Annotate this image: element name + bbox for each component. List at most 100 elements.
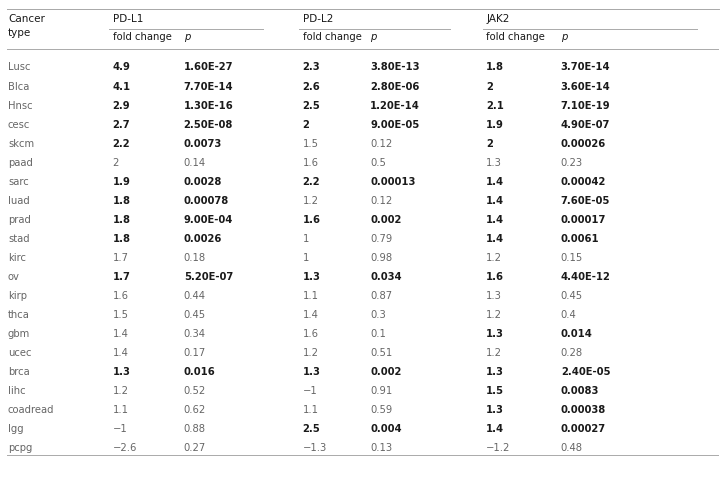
Text: 1.6: 1.6	[303, 157, 319, 167]
Text: 1.4: 1.4	[113, 348, 129, 358]
Text: 0.4: 0.4	[560, 309, 576, 319]
Text: ov: ov	[8, 272, 20, 282]
Text: 1.1: 1.1	[303, 405, 319, 414]
Text: −2.6: −2.6	[113, 442, 137, 453]
Text: Blca: Blca	[8, 81, 29, 91]
Text: 0.002: 0.002	[370, 214, 401, 225]
Text: 1.3: 1.3	[486, 405, 504, 414]
Text: 5.20E-07: 5.20E-07	[184, 272, 233, 282]
Text: 1.3: 1.3	[303, 366, 320, 377]
Text: 0.23: 0.23	[560, 157, 583, 167]
Text: 1.4: 1.4	[486, 233, 505, 243]
Text: 1.5: 1.5	[113, 309, 129, 319]
Text: 2: 2	[486, 138, 493, 149]
Text: 0.28: 0.28	[560, 348, 583, 358]
Text: 1.3: 1.3	[486, 366, 504, 377]
Text: sarc: sarc	[8, 176, 29, 186]
Text: lgg: lgg	[8, 424, 24, 434]
Text: PD-L2: PD-L2	[303, 14, 333, 24]
Text: 1.4: 1.4	[486, 214, 505, 225]
Text: 0.45: 0.45	[560, 290, 583, 301]
Text: Hnsc: Hnsc	[8, 100, 33, 110]
Text: 2.80E-06: 2.80E-06	[370, 81, 420, 91]
Text: 2.6: 2.6	[303, 81, 320, 91]
Text: 2.50E-08: 2.50E-08	[184, 120, 233, 129]
Text: 0.98: 0.98	[370, 253, 392, 262]
Text: 1.9: 1.9	[113, 176, 131, 186]
Text: 7.10E-19: 7.10E-19	[560, 100, 611, 110]
Text: 0.12: 0.12	[370, 138, 392, 149]
Text: 1.4: 1.4	[486, 196, 505, 205]
Text: coadread: coadread	[8, 405, 54, 414]
Text: 0.15: 0.15	[560, 253, 583, 262]
Text: 2.2: 2.2	[303, 176, 320, 186]
Text: 1.3: 1.3	[486, 329, 504, 338]
Text: 1.8: 1.8	[113, 214, 131, 225]
Text: Cancer: Cancer	[8, 14, 45, 24]
Text: 1.2: 1.2	[113, 386, 129, 395]
Text: 1.8: 1.8	[113, 233, 131, 243]
Text: 2.40E-05: 2.40E-05	[560, 366, 611, 377]
Text: 4.90E-07: 4.90E-07	[560, 120, 610, 129]
Text: pcpg: pcpg	[8, 442, 33, 453]
Text: 1.2: 1.2	[303, 348, 319, 358]
Text: 0.14: 0.14	[184, 157, 206, 167]
Text: 1.1: 1.1	[303, 290, 319, 301]
Text: 4.1: 4.1	[113, 81, 131, 91]
Text: 0.00017: 0.00017	[560, 214, 606, 225]
Text: 0.5: 0.5	[370, 157, 386, 167]
Text: 0.014: 0.014	[560, 329, 592, 338]
Text: 2.1: 2.1	[486, 100, 504, 110]
Text: ucec: ucec	[8, 348, 31, 358]
Text: 0.12: 0.12	[370, 196, 392, 205]
Text: 0.44: 0.44	[184, 290, 205, 301]
Text: prad: prad	[8, 214, 30, 225]
Text: 1.4: 1.4	[113, 329, 129, 338]
Text: 0.00026: 0.00026	[560, 138, 606, 149]
Text: 9.00E-05: 9.00E-05	[370, 120, 420, 129]
Text: PD-L1: PD-L1	[113, 14, 143, 24]
Text: 0.52: 0.52	[184, 386, 206, 395]
Text: 2.3: 2.3	[303, 62, 320, 72]
Text: 0.17: 0.17	[184, 348, 206, 358]
Text: 1.7: 1.7	[113, 253, 129, 262]
Text: type: type	[8, 28, 31, 38]
Text: 1.6: 1.6	[113, 290, 129, 301]
Text: 9.00E-04: 9.00E-04	[184, 214, 233, 225]
Text: 0.62: 0.62	[184, 405, 206, 414]
Text: 0.48: 0.48	[560, 442, 583, 453]
Text: 2.9: 2.9	[113, 100, 130, 110]
Text: 1.3: 1.3	[486, 157, 502, 167]
Text: 0.13: 0.13	[370, 442, 392, 453]
Text: JAK2: JAK2	[486, 14, 510, 24]
Text: −1.2: −1.2	[486, 442, 510, 453]
Text: kirc: kirc	[8, 253, 26, 262]
Text: 2.5: 2.5	[303, 424, 320, 434]
Text: stad: stad	[8, 233, 30, 243]
Text: brca: brca	[8, 366, 30, 377]
Text: 1.2: 1.2	[303, 196, 319, 205]
Text: 1.6: 1.6	[486, 272, 504, 282]
Text: fold change: fold change	[486, 32, 545, 42]
Text: 0.00027: 0.00027	[560, 424, 606, 434]
Text: 0.51: 0.51	[370, 348, 392, 358]
Text: Lusc: Lusc	[8, 62, 30, 72]
Text: 0.0083: 0.0083	[560, 386, 599, 395]
Text: 3.70E-14: 3.70E-14	[560, 62, 611, 72]
Text: 1.3: 1.3	[303, 272, 320, 282]
Text: gbm: gbm	[8, 329, 30, 338]
Text: 1.60E-27: 1.60E-27	[184, 62, 233, 72]
Text: p: p	[184, 32, 190, 42]
Text: 1.20E-14: 1.20E-14	[370, 100, 420, 110]
Text: 0.002: 0.002	[370, 366, 401, 377]
Text: 1.3: 1.3	[113, 366, 131, 377]
Text: fold change: fold change	[303, 32, 362, 42]
Text: 1.2: 1.2	[486, 309, 502, 319]
Text: 0.0026: 0.0026	[184, 233, 222, 243]
Text: 0.00038: 0.00038	[560, 405, 606, 414]
Text: 2: 2	[486, 81, 493, 91]
Text: 0.00013: 0.00013	[370, 176, 415, 186]
Text: 2.7: 2.7	[113, 120, 130, 129]
Text: 1.30E-16: 1.30E-16	[184, 100, 234, 110]
Text: 1: 1	[303, 253, 309, 262]
